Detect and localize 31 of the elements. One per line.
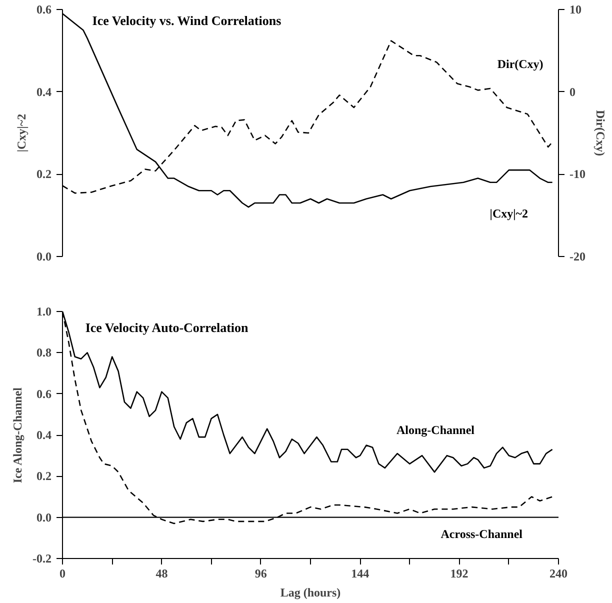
y-tick-label: 0.0 xyxy=(36,250,52,264)
y2-axis-title: Dir(Cxy) xyxy=(593,110,608,156)
y-axis-title: Ice Along-Channel xyxy=(10,386,25,484)
x-tick-label: 240 xyxy=(550,566,568,580)
x-tick-label: 48 xyxy=(156,566,168,580)
y-tick-label: 0.2 xyxy=(36,469,52,484)
chart-title: Ice Velocity vs. Wind Correlations xyxy=(92,13,282,28)
series-label: Along-Channel xyxy=(396,423,476,438)
x-tick-label: 144 xyxy=(351,566,370,580)
y2-tick-label: 0 xyxy=(570,84,576,99)
y-tick-label: 0.8 xyxy=(36,346,52,360)
y2-tick-label: -10 xyxy=(570,167,586,182)
y-tick-label: 0.6 xyxy=(36,2,52,16)
y-tick-label: 0.6 xyxy=(36,386,52,401)
x-tick-label: 96 xyxy=(254,566,267,580)
y-tick-label: 0.0 xyxy=(36,510,52,524)
y-tick-label: 1.0 xyxy=(36,304,52,318)
y-tick-label: 0.4 xyxy=(36,84,52,99)
text: Ice Velocity Auto-Correlation xyxy=(85,320,250,336)
y-tick-label: -0.2 xyxy=(32,552,52,566)
text: |Cxy|~2 xyxy=(490,206,528,221)
y-tick-label: 0.2 xyxy=(36,167,52,182)
series-label: Dir(Cxy) xyxy=(497,56,544,71)
y-axis-title: |Cxy|~2 xyxy=(14,114,28,152)
x-axis-title: Lag (hours) xyxy=(280,586,341,600)
series-label: Across-Channel xyxy=(440,526,524,541)
y2-tick-label: -20 xyxy=(570,250,586,264)
x-tick-label: 0 xyxy=(60,566,66,580)
y2-tick-label: 10 xyxy=(570,2,582,16)
y-tick-label: 0.4 xyxy=(36,428,52,442)
x-tick-label: 192 xyxy=(450,566,468,580)
